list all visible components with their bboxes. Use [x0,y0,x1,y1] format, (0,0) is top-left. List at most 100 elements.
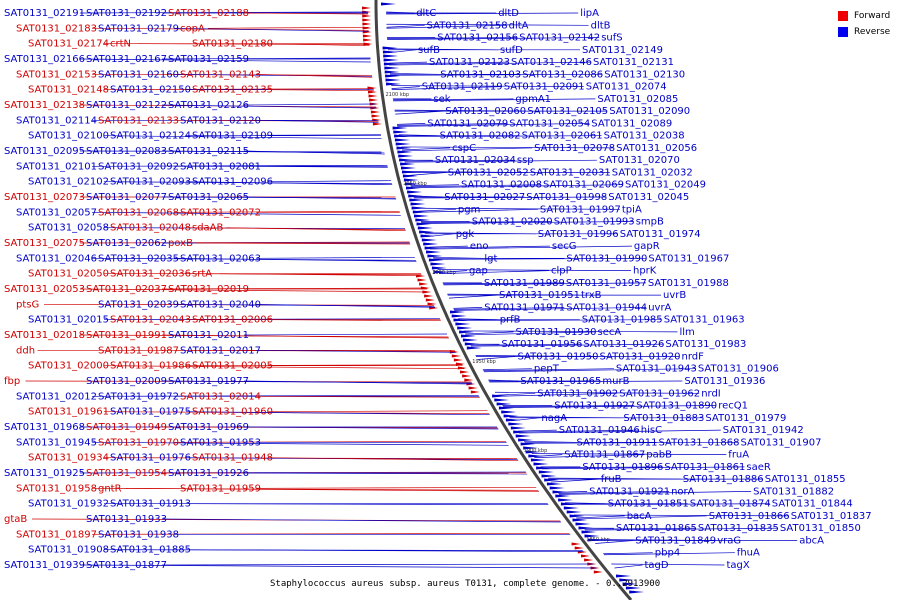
gene-label: SAT0131_01967 [648,253,729,264]
reverse-gene-mark [503,414,519,418]
gene-label: SAT0131_01938 [98,529,179,540]
leader-line [91,532,570,535]
gene-label: SAT0131_01988 [648,278,729,289]
gene-label: uvrA [648,302,671,313]
reverse-gene-mark [396,146,412,150]
leader-line [243,472,528,475]
gene-label: copA [180,23,205,34]
gene-label: SAT0131_01962 [619,388,700,399]
genome-backbone [374,0,633,600]
gene-label: SAT0131_02180 [192,39,273,50]
reverse-gene-mark [515,434,531,438]
gene-label: SAT0131_02073 [4,192,85,203]
kbp-tick-label: 2000 kbp [432,270,456,276]
gene-label: SAT0131_02115 [168,146,249,157]
reverse-gene-mark [415,218,431,222]
forward-gene-mark [574,546,584,550]
forward-gene-mark [362,22,372,26]
reverse-gene-mark [382,50,398,54]
gene-label: SAT0131_01979 [705,413,786,424]
leader-line [386,12,579,15]
legend-reverse: Reverse [838,24,890,40]
gene-label: SAT0131_02019 [168,284,249,295]
leader-line [173,27,369,32]
reverse-gene-mark [616,574,631,578]
leader-line [103,135,382,140]
gene-label: pabB [646,450,672,461]
leader-line [458,319,662,322]
gene-label: SAT0131_02043 [110,315,191,326]
gene-label: SAT0131_02011 [168,330,249,341]
gene-label: SAT0131_01850 [780,523,861,534]
leader-line [388,61,592,66]
gene-label: abcA [799,536,824,547]
reverse-gene-mark [433,270,449,274]
gene-label: SAT0131_01991 [86,330,167,341]
leader-line [391,86,420,89]
gene-label: SAT0131_02000 [28,361,109,372]
gene-label: SAT0131_02124 [110,131,191,142]
leader-line [410,184,542,188]
gene-label: nagA [541,413,567,424]
leader-line [566,503,770,506]
kbp-tick-label: 1950 kbp [472,359,496,365]
gene-label: SAT0131_01885 [110,545,191,556]
forward-gene-mark [369,98,379,102]
leader-line [404,159,515,162]
gene-label: SAT0131_01960 [192,407,273,418]
leader-line [255,256,415,259]
gene-label: SAT0131_02036 [110,269,191,280]
leader-line [79,288,429,293]
leader-line [483,368,614,372]
leader-line [603,552,735,556]
leader-line [429,245,468,248]
gene-label: SAT0131_02159 [168,54,249,65]
gene-label: SAT0131_01844 [772,499,853,510]
leader-line [402,147,533,152]
leader-line [482,368,532,371]
forward-gene-mark [371,114,381,118]
gene-label: SAT0131_02015 [28,315,109,326]
gene-label: SAT0131_02096 [192,177,273,188]
kbp-tick-label: 1850 kbp [586,537,610,543]
gene-label: SAT0131_01932 [28,499,109,510]
gene-label: SAT0131_02138 [4,100,85,111]
gene-label: SAT0131_02100 [28,131,109,142]
reverse-gene-mark [405,182,420,186]
gene-label: SAT0131_01983 [665,339,746,350]
kbp-tick-label: 2050 kbp [403,181,427,187]
leader-line [267,43,370,47]
gene-label: SAT0131_02093 [110,177,191,188]
reverse-gene-mark [461,334,476,338]
leader-line [603,552,653,555]
reverse-gene-mark [457,326,473,330]
gene-label: SAT0131_01945 [16,437,97,448]
reverse-gene-mark [494,398,510,402]
leader-line [161,563,594,566]
gene-label: SAT0131_02143 [180,69,261,80]
leader-line [391,85,584,87]
leader-line [454,307,647,311]
leader-line [443,282,646,286]
reverse-gene-mark [403,178,419,182]
leader-line [425,233,454,238]
gene-label: fruA [728,450,749,461]
genome-caption: Staphylococcus aureus subsp. aureus T013… [270,579,661,589]
leader-line [453,307,565,310]
leader-line [557,491,588,493]
reverse-gene-mark [496,402,512,406]
leader-line [541,466,745,470]
leader-line [161,57,371,60]
forward-gene-mark [462,374,472,378]
gene-label: SAT0131_02065 [168,192,249,203]
forward-gene-mark [571,542,581,546]
gene-label: SAT0131_01974 [620,229,701,240]
gene-label: SAT0131_02005 [192,361,273,372]
leader-line [483,368,696,373]
gene-label: fbp [4,376,20,387]
gene-label: SAT0131_02122 [86,100,167,111]
gene-label: SAT0131_02039 [98,299,179,310]
forward-gene-mark [581,554,590,558]
forward-gene-mark [368,90,377,94]
leader-line [243,426,499,430]
